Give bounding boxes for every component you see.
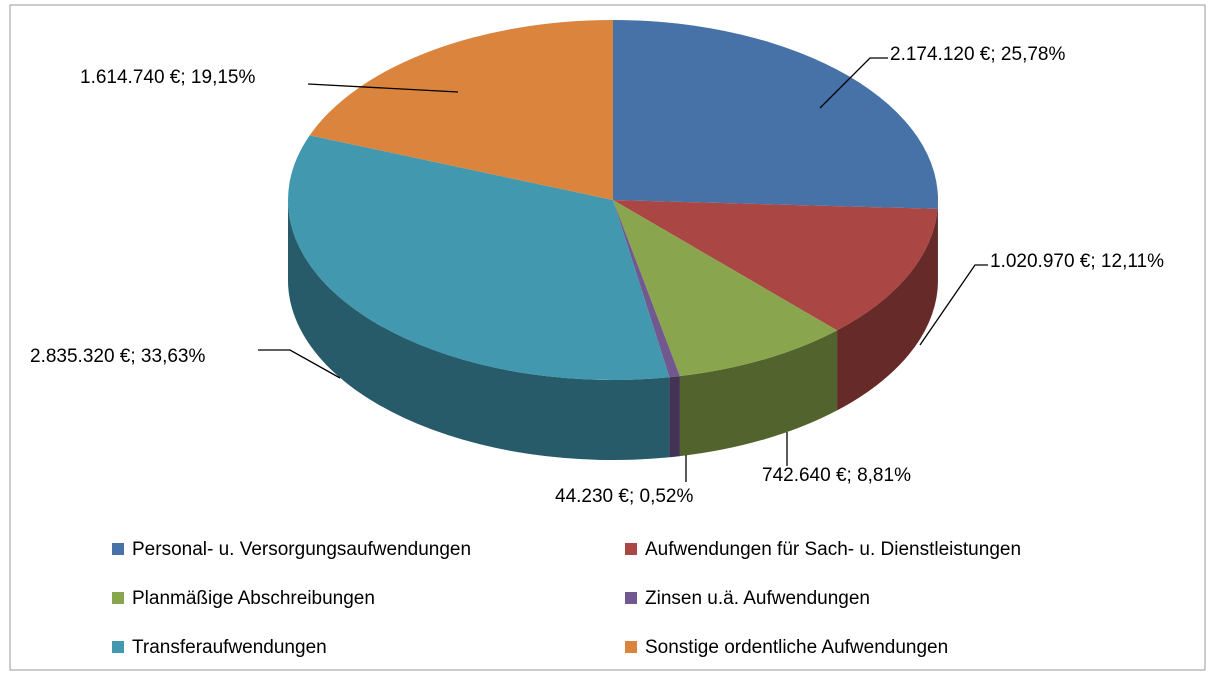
legend-swatch [112, 641, 124, 653]
slice-side [288, 200, 670, 460]
legend-label: Aufwendungen für Sach- u. Dienstleistung… [645, 539, 1021, 560]
leader-line [819, 57, 888, 109]
slice [613, 200, 938, 331]
slice-side [669, 376, 680, 458]
legend-label: Planmäßige Abschreibungen [132, 588, 375, 609]
slice-side [837, 208, 938, 411]
leader-line [919, 264, 988, 346]
data-label: 44.230 €; 0,52% [555, 486, 693, 507]
legend-swatch [112, 543, 124, 555]
data-label: 2.174.120 €; 25,78% [890, 44, 1065, 65]
legend-swatch [625, 592, 637, 604]
slice-side-shade [288, 200, 670, 460]
legend-label: Transferaufwendungen [132, 637, 327, 658]
slice [613, 200, 838, 377]
legend-swatch [112, 592, 124, 604]
slice-side-shade [679, 330, 838, 457]
legend-label: Zinsen u.ä. Aufwendungen [645, 588, 870, 609]
slice [309, 20, 613, 200]
legend-swatch [625, 543, 637, 555]
legend-label: Sonstige ordentliche Aufwendungen [645, 637, 948, 658]
data-label: 2.835.320 €; 33,63% [30, 346, 205, 367]
slice-side-shade [669, 376, 680, 458]
slice-side [679, 330, 838, 457]
legend-swatch [625, 641, 637, 653]
slice [288, 135, 670, 380]
leader-line [307, 83, 459, 93]
slice [613, 20, 938, 209]
leader-line [258, 349, 341, 379]
slice-side-shade [837, 208, 938, 411]
legend-label: Personal- u. Versorgungsaufwendungen [132, 539, 471, 560]
data-label: 1.614.740 €; 19,15% [80, 67, 255, 88]
data-label: 742.640 €; 8,81% [762, 465, 911, 486]
data-label: 1.020.970 €; 12,11% [990, 251, 1164, 272]
slice [613, 200, 680, 378]
